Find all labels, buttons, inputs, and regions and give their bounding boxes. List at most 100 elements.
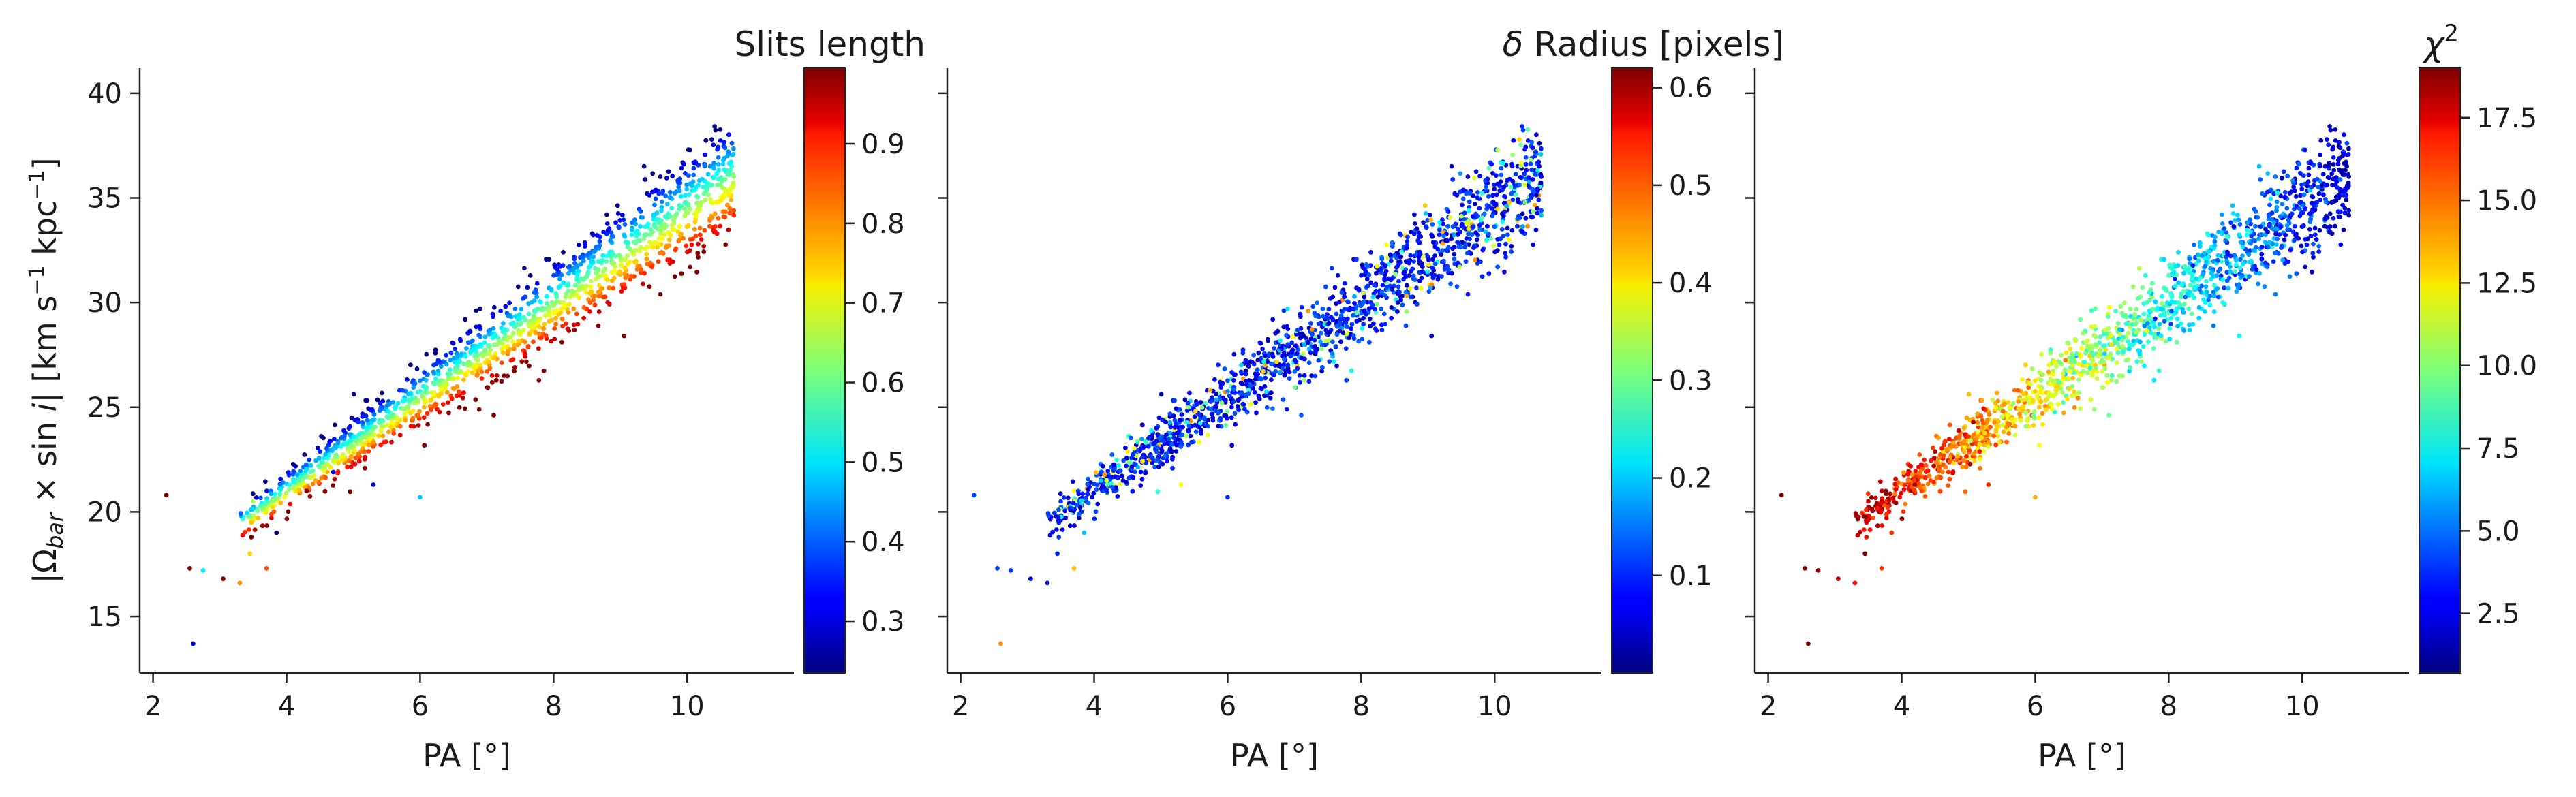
panel-1-point: [498, 339, 504, 345]
panel-1-point: [512, 365, 517, 370]
panel-3-point: [2085, 338, 2090, 343]
panel-1-point: [378, 428, 384, 433]
panel-2-point: [1477, 206, 1482, 211]
panel-3-point: [2337, 140, 2342, 145]
panel-1-point: [618, 262, 624, 267]
panel-3-point: [2299, 200, 2303, 204]
panel-2-point: [1229, 443, 1235, 448]
panel-2-point: [1208, 388, 1213, 393]
panel-2-point: [1508, 185, 1514, 189]
panel-1-point: [371, 412, 377, 417]
panel-3-point: [1884, 491, 1889, 497]
panel-1-point: [405, 377, 410, 382]
panel-1-point: [564, 321, 568, 326]
panel-2-point: [1356, 339, 1362, 344]
panel-2-point: [1387, 252, 1393, 257]
panel-1-point: [508, 321, 514, 326]
panel-2-point: [1253, 371, 1258, 377]
panel-3-point: [2081, 369, 2086, 374]
panel-2-point: [1208, 399, 1214, 404]
panel-3-point: [2280, 202, 2285, 206]
panel-2-point: [1422, 203, 1428, 208]
panel-3-point: [1963, 445, 1967, 450]
colorbar-tick-label: 5.0: [2477, 516, 2520, 547]
panel-2-point: [1148, 454, 1153, 459]
panel-2-point: [1225, 389, 1230, 394]
panel-2-point: [1263, 353, 1268, 358]
panel-2-point: [1484, 188, 1490, 193]
panel-3-point: [2190, 272, 2195, 277]
panel-3: 2 4 6 8 10 PA [°] 2.55.07.510.012.515.017.5 …: [1745, 20, 2537, 774]
panel-3-point: [1943, 465, 1948, 470]
panel-2-point: [1178, 439, 1184, 445]
panel-3-point: [2012, 424, 2018, 429]
panel-3-point: [2006, 400, 2011, 405]
panel-3-point: [2088, 397, 2094, 402]
panel-3-point: [2325, 175, 2331, 180]
panel-2-point: [1437, 232, 1442, 238]
panel-2-point: [1240, 350, 1246, 356]
panel-3-point: [2220, 277, 2225, 283]
panel-3-point: [2182, 264, 2188, 269]
colorbar-tick-label: 0.6: [1669, 73, 1713, 104]
panel-1-point: [358, 437, 364, 442]
panel-3-point: [1931, 463, 1937, 469]
panel-3-point: [1985, 418, 1990, 422]
panel-3-point: [2286, 217, 2291, 223]
panel-1-point: [617, 253, 622, 258]
panel-1-point: [343, 441, 349, 446]
panel-1-point: [664, 245, 669, 250]
panel-3-point: [2091, 332, 2097, 338]
panel-3-y-ticks: [1745, 92, 1755, 618]
panel-2-point: [1047, 516, 1053, 522]
panel-1-point: [543, 313, 548, 318]
panel-3-point: [2169, 309, 2174, 314]
panel-2-point: [1467, 199, 1472, 204]
panel-1-point: [408, 410, 413, 416]
panel-3-point: [1978, 465, 1982, 471]
panel-2-point: [1241, 402, 1246, 407]
panel-3-point: [2176, 250, 2181, 255]
panel-2-point: [1210, 411, 1214, 417]
panel-3-point: [2301, 192, 2307, 198]
panel-2-point: [1524, 168, 1529, 173]
panel-3-point: [2167, 262, 2173, 268]
panel-2-point: [1246, 388, 1251, 392]
panel-3-point: [1991, 433, 1997, 439]
panel-3-point: [2318, 198, 2323, 202]
panel-3-point: [2134, 330, 2140, 335]
panel-3-point: [2186, 306, 2192, 311]
panel-3-point: [1893, 501, 1899, 505]
panel-1-point: [435, 407, 440, 412]
panel-1-point: [664, 176, 669, 181]
panel-2-point: [1440, 248, 1445, 253]
panel-2-point: [1313, 373, 1318, 379]
panel-1-point: [523, 339, 527, 345]
panel-3-point: [2255, 215, 2260, 220]
panel-1-point: [512, 307, 518, 311]
panel-3-point: [2318, 152, 2323, 157]
panel-1-point: [324, 446, 329, 451]
panel-2-point: [1231, 351, 1237, 357]
panel-3-point: [2173, 264, 2178, 269]
panel-1-point: [487, 366, 493, 371]
panel-3-point: [2274, 242, 2279, 247]
panel-1-point: [597, 283, 602, 288]
panel-1-point: [502, 373, 507, 378]
panel-3-point: [2260, 191, 2265, 196]
panel-3-point: [2211, 273, 2216, 279]
panel-1-point: [666, 237, 672, 243]
panel-1-point: [436, 358, 442, 364]
panel-2-point: [1534, 132, 1539, 138]
panel-2-point: [1306, 339, 1311, 345]
panel-3-point: [2072, 337, 2078, 342]
panel-3-point: [2234, 289, 2239, 294]
x-tick-label: 4: [1086, 691, 1103, 722]
panel-2-point: [1141, 444, 1146, 449]
panel-3-point: [1884, 516, 1889, 520]
panel-1-point: [557, 283, 563, 289]
panel-1-point: [536, 377, 542, 383]
panel-2-point: [971, 493, 977, 498]
panel-1-point: [450, 376, 455, 381]
panel-3-point: [2104, 373, 2110, 378]
